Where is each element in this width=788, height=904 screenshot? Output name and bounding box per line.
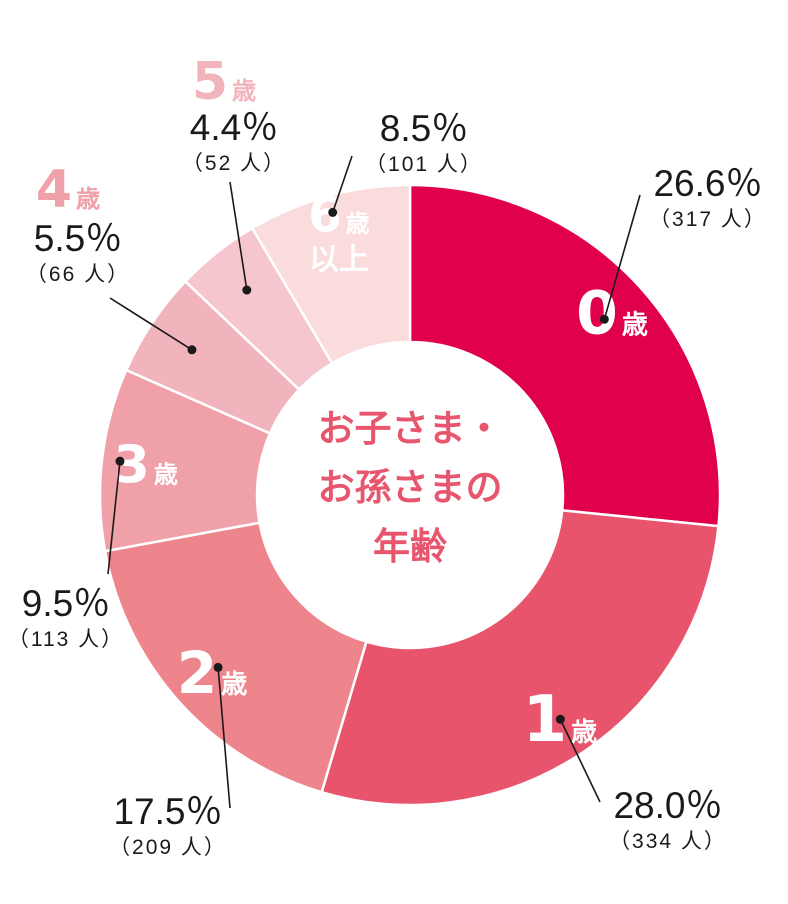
count-label-0: （317 人） bbox=[649, 208, 767, 231]
slice-label-extra-6: 以上 bbox=[309, 242, 369, 277]
percent-label-0: 26.6％ bbox=[653, 163, 762, 204]
percent-label-1: 28.0％ bbox=[613, 785, 722, 826]
center-line-2: お孫さまの bbox=[318, 466, 503, 509]
leader-lines bbox=[107, 155, 641, 809]
leader-line-1 bbox=[559, 718, 601, 803]
leader-line-2 bbox=[217, 667, 231, 809]
outer-labels: 26.6％ （317 人） 28.0％ （334 人） 17.5％ （209 人） 9.5％… bbox=[8, 52, 767, 859]
leader-line-6 bbox=[331, 155, 353, 213]
leader-line-0 bbox=[603, 194, 641, 320]
leader-line-3 bbox=[107, 461, 121, 575]
slice-6 bbox=[250, 183, 412, 366]
percent-label-4: 5.5％ bbox=[34, 218, 122, 259]
percent-label-3: 9.5％ bbox=[22, 583, 110, 624]
leader-line-5 bbox=[229, 181, 248, 291]
count-label-2: （209 人） bbox=[109, 836, 227, 859]
center-line-1: お子さま・ bbox=[318, 407, 503, 450]
donut-slices bbox=[98, 183, 722, 807]
center-line-3: 年齢 bbox=[373, 525, 447, 568]
slice-labels: 0 歳1 歳2 歳3 歳6 歳以上 bbox=[114, 187, 648, 757]
count-label-3: （113 人） bbox=[8, 628, 124, 651]
slice-2 bbox=[103, 521, 368, 794]
percent-label-5: 4.4％ bbox=[190, 107, 278, 148]
count-label-4: （66 人） bbox=[26, 263, 130, 286]
count-label-6: （101 人） bbox=[365, 153, 483, 176]
slice-1 bbox=[320, 508, 720, 807]
slice-0 bbox=[408, 183, 722, 528]
count-label-1: （334 人） bbox=[609, 830, 727, 853]
leader-line-4 bbox=[109, 297, 193, 351]
center-title: お子さま・ お孫さまの 年齢 bbox=[318, 407, 503, 568]
percent-label-2: 17.5％ bbox=[113, 791, 222, 832]
count-label-5: （52 人） bbox=[182, 152, 286, 175]
percent-label-6: 8.5％ bbox=[380, 108, 468, 149]
